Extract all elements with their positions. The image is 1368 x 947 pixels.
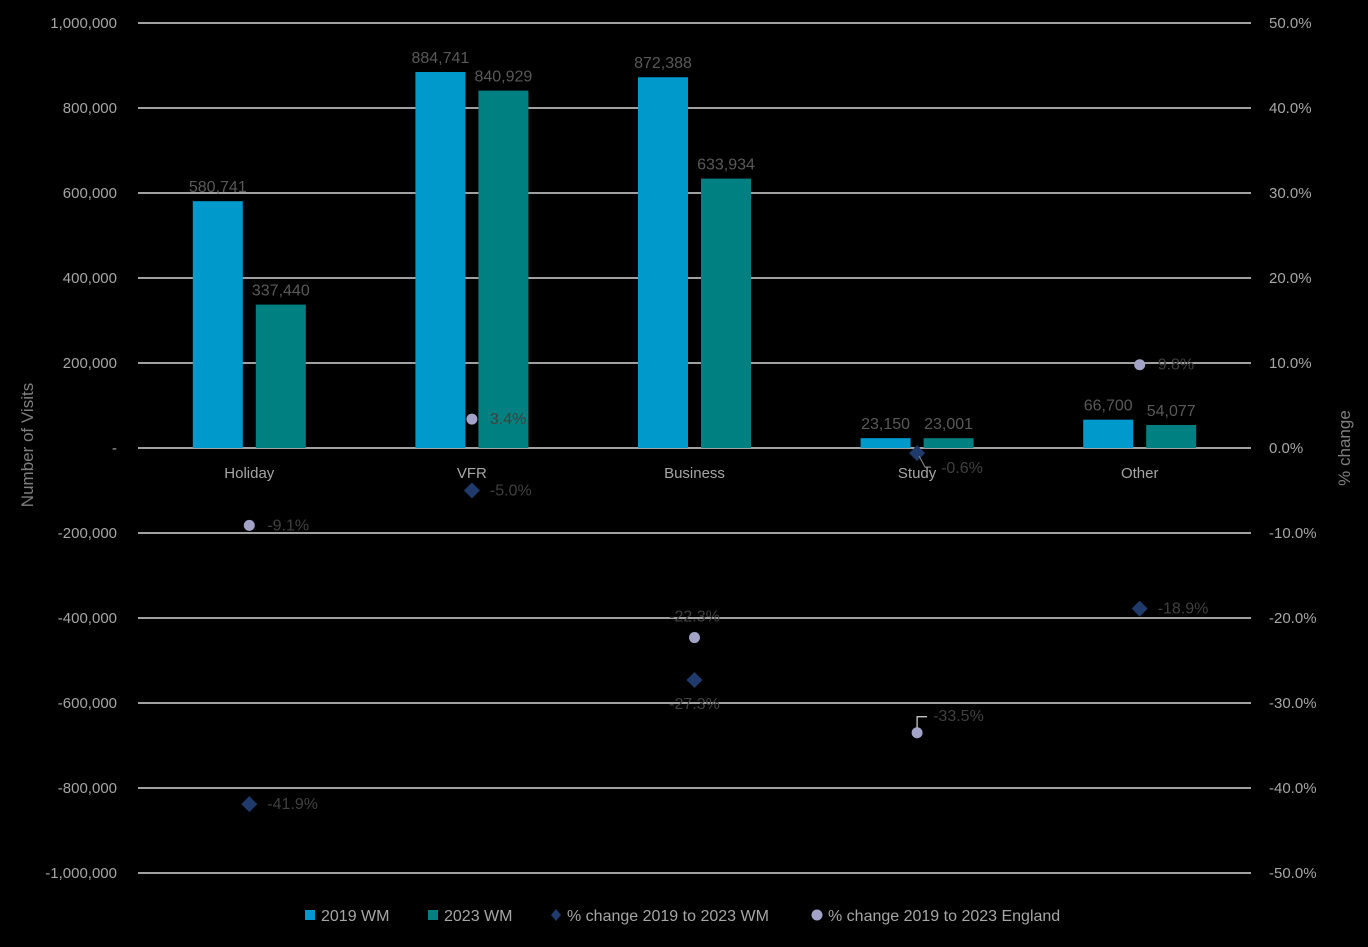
left-tick-label: 200,000 bbox=[63, 355, 117, 372]
bar-value-label: 23,150 bbox=[861, 416, 910, 433]
bar bbox=[860, 438, 911, 448]
bar-value-label: 580,741 bbox=[189, 179, 247, 196]
point-value-label: 3.4% bbox=[490, 411, 526, 428]
wm-change-marker bbox=[686, 672, 703, 689]
bar-value-label: 23,001 bbox=[924, 416, 973, 433]
left-tick-label: -800,000 bbox=[58, 780, 117, 797]
leader-line bbox=[918, 455, 932, 468]
gridlines bbox=[138, 22, 1251, 874]
right-tick-label: -50.0% bbox=[1269, 865, 1317, 882]
category-label: VFR bbox=[457, 465, 487, 482]
right-tick-label: -10.0% bbox=[1269, 525, 1317, 542]
left-tick-label: -400,000 bbox=[58, 610, 117, 627]
right-tick-label: 20.0% bbox=[1269, 270, 1312, 287]
bar-value-label: 884,741 bbox=[411, 50, 469, 67]
right-axis-title: % change bbox=[1335, 410, 1354, 486]
england-change-marker bbox=[911, 727, 923, 739]
legend-swatch bbox=[811, 909, 823, 921]
point-value-label: -33.5% bbox=[933, 708, 984, 725]
legend: 2019 WM 2023 WM % change 2019 to 2023 WM % … bbox=[305, 908, 1060, 925]
legend-swatch bbox=[305, 910, 315, 920]
bar bbox=[1146, 425, 1197, 448]
legend-label: % change 2019 to 2023 England bbox=[828, 908, 1060, 925]
right-tick-label: 0.0% bbox=[1269, 440, 1303, 457]
right-tick-label: -30.0% bbox=[1269, 695, 1317, 712]
bar-value-label: 66,700 bbox=[1084, 398, 1133, 415]
bar bbox=[1083, 419, 1134, 448]
england-change-marker bbox=[243, 519, 255, 531]
bars bbox=[192, 71, 1197, 449]
wm-change-marker bbox=[241, 796, 258, 813]
left-axis-title: Number of Visits bbox=[18, 383, 37, 507]
bar bbox=[478, 90, 529, 449]
point-value-label: -9.1% bbox=[267, 517, 309, 534]
left-tick-label: 1,000,000 bbox=[50, 15, 117, 32]
england-change-marker bbox=[466, 413, 478, 425]
bar bbox=[255, 304, 306, 448]
wm-change-marker bbox=[463, 482, 480, 499]
leader-line bbox=[916, 716, 928, 728]
wm-change-marker bbox=[1131, 600, 1148, 617]
point-value-label: -18.9% bbox=[1158, 601, 1209, 618]
bar-value-label: 337,440 bbox=[252, 283, 310, 300]
right-tick-label: 40.0% bbox=[1269, 100, 1312, 117]
legend-swatch bbox=[428, 910, 438, 920]
bar bbox=[923, 438, 974, 448]
data-labels: 580,741 884,741 872,388 23,150 66,700 337,440… bbox=[189, 50, 1209, 813]
bar bbox=[192, 201, 243, 448]
legend-label: 2023 WM bbox=[444, 908, 512, 925]
bar-value-label: 872,388 bbox=[634, 55, 692, 72]
bar bbox=[701, 178, 751, 448]
right-tick-label: -40.0% bbox=[1269, 780, 1317, 797]
point-value-label: -27.3% bbox=[669, 696, 720, 713]
point-value-label: -0.6% bbox=[941, 460, 983, 477]
point-value-label: 9.8% bbox=[1158, 357, 1194, 374]
category-label: Business bbox=[664, 465, 725, 482]
point-value-label: -22.3% bbox=[669, 609, 720, 626]
bar-value-label: 54,077 bbox=[1147, 403, 1196, 420]
category-label: Other bbox=[1121, 465, 1159, 482]
right-tick-label: 30.0% bbox=[1269, 185, 1312, 202]
bar-value-label: 633,934 bbox=[697, 157, 755, 174]
left-tick-label: -600,000 bbox=[58, 695, 117, 712]
left-tick-label: - bbox=[112, 440, 117, 457]
bar bbox=[415, 71, 466, 448]
legend-label: 2019 WM bbox=[321, 908, 389, 925]
legend-swatch bbox=[551, 909, 561, 921]
legend-label: % change 2019 to 2023 WM bbox=[567, 908, 769, 925]
england-change-marker bbox=[689, 632, 700, 644]
left-tick-label: -1,000,000 bbox=[45, 865, 117, 882]
left-tick-label: -200,000 bbox=[58, 525, 117, 542]
left-tick-label: 800,000 bbox=[63, 100, 117, 117]
wm-change-marker bbox=[909, 445, 926, 462]
england-change-marker bbox=[1134, 359, 1146, 371]
category-label: Holiday bbox=[224, 465, 275, 482]
left-tick-label: 400,000 bbox=[63, 270, 117, 287]
right-tick-label: 10.0% bbox=[1269, 355, 1312, 372]
point-value-label: -5.0% bbox=[490, 483, 532, 500]
bar-value-label: 840,929 bbox=[474, 69, 532, 86]
left-tick-label: 600,000 bbox=[63, 185, 117, 202]
right-tick-label: -20.0% bbox=[1269, 610, 1317, 627]
right-tick-label: 50.0% bbox=[1269, 15, 1312, 32]
point-value-label: -41.9% bbox=[267, 796, 318, 813]
category-label: Study bbox=[898, 465, 937, 482]
axes: Number of Visits % change 1,000,000 50.0%… bbox=[18, 15, 1354, 882]
markers bbox=[241, 359, 1148, 813]
bar bbox=[638, 77, 688, 448]
